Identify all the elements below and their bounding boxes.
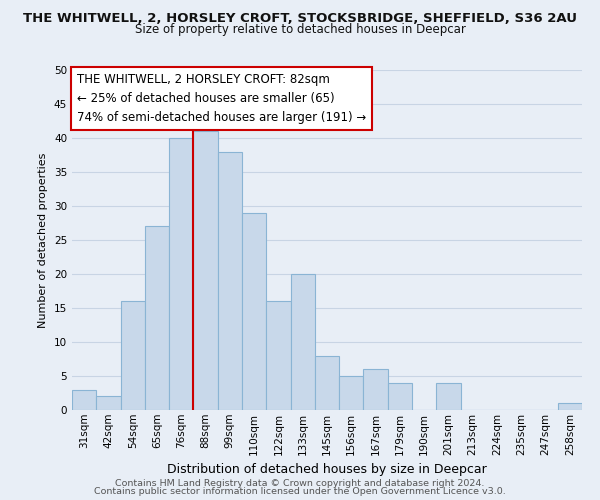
- Text: Contains HM Land Registry data © Crown copyright and database right 2024.: Contains HM Land Registry data © Crown c…: [115, 478, 485, 488]
- Bar: [339, 376, 364, 410]
- Bar: [364, 369, 388, 410]
- Bar: [315, 356, 339, 410]
- Bar: [290, 274, 315, 410]
- Bar: [145, 226, 169, 410]
- Bar: [266, 301, 290, 410]
- Text: Size of property relative to detached houses in Deepcar: Size of property relative to detached ho…: [134, 22, 466, 36]
- Bar: [218, 152, 242, 410]
- Bar: [242, 213, 266, 410]
- Bar: [436, 383, 461, 410]
- Bar: [169, 138, 193, 410]
- Text: THE WHITWELL, 2, HORSLEY CROFT, STOCKSBRIDGE, SHEFFIELD, S36 2AU: THE WHITWELL, 2, HORSLEY CROFT, STOCKSBR…: [23, 12, 577, 26]
- Bar: [72, 390, 96, 410]
- Y-axis label: Number of detached properties: Number of detached properties: [38, 152, 49, 328]
- Text: THE WHITWELL, 2 HORSLEY CROFT: 82sqm
← 25% of detached houses are smaller (65)
7: THE WHITWELL, 2 HORSLEY CROFT: 82sqm ← 2…: [77, 74, 367, 124]
- X-axis label: Distribution of detached houses by size in Deepcar: Distribution of detached houses by size …: [167, 463, 487, 476]
- Bar: [388, 383, 412, 410]
- Bar: [96, 396, 121, 410]
- Bar: [121, 301, 145, 410]
- Bar: [558, 403, 582, 410]
- Bar: [193, 131, 218, 410]
- Text: Contains public sector information licensed under the Open Government Licence v3: Contains public sector information licen…: [94, 487, 506, 496]
